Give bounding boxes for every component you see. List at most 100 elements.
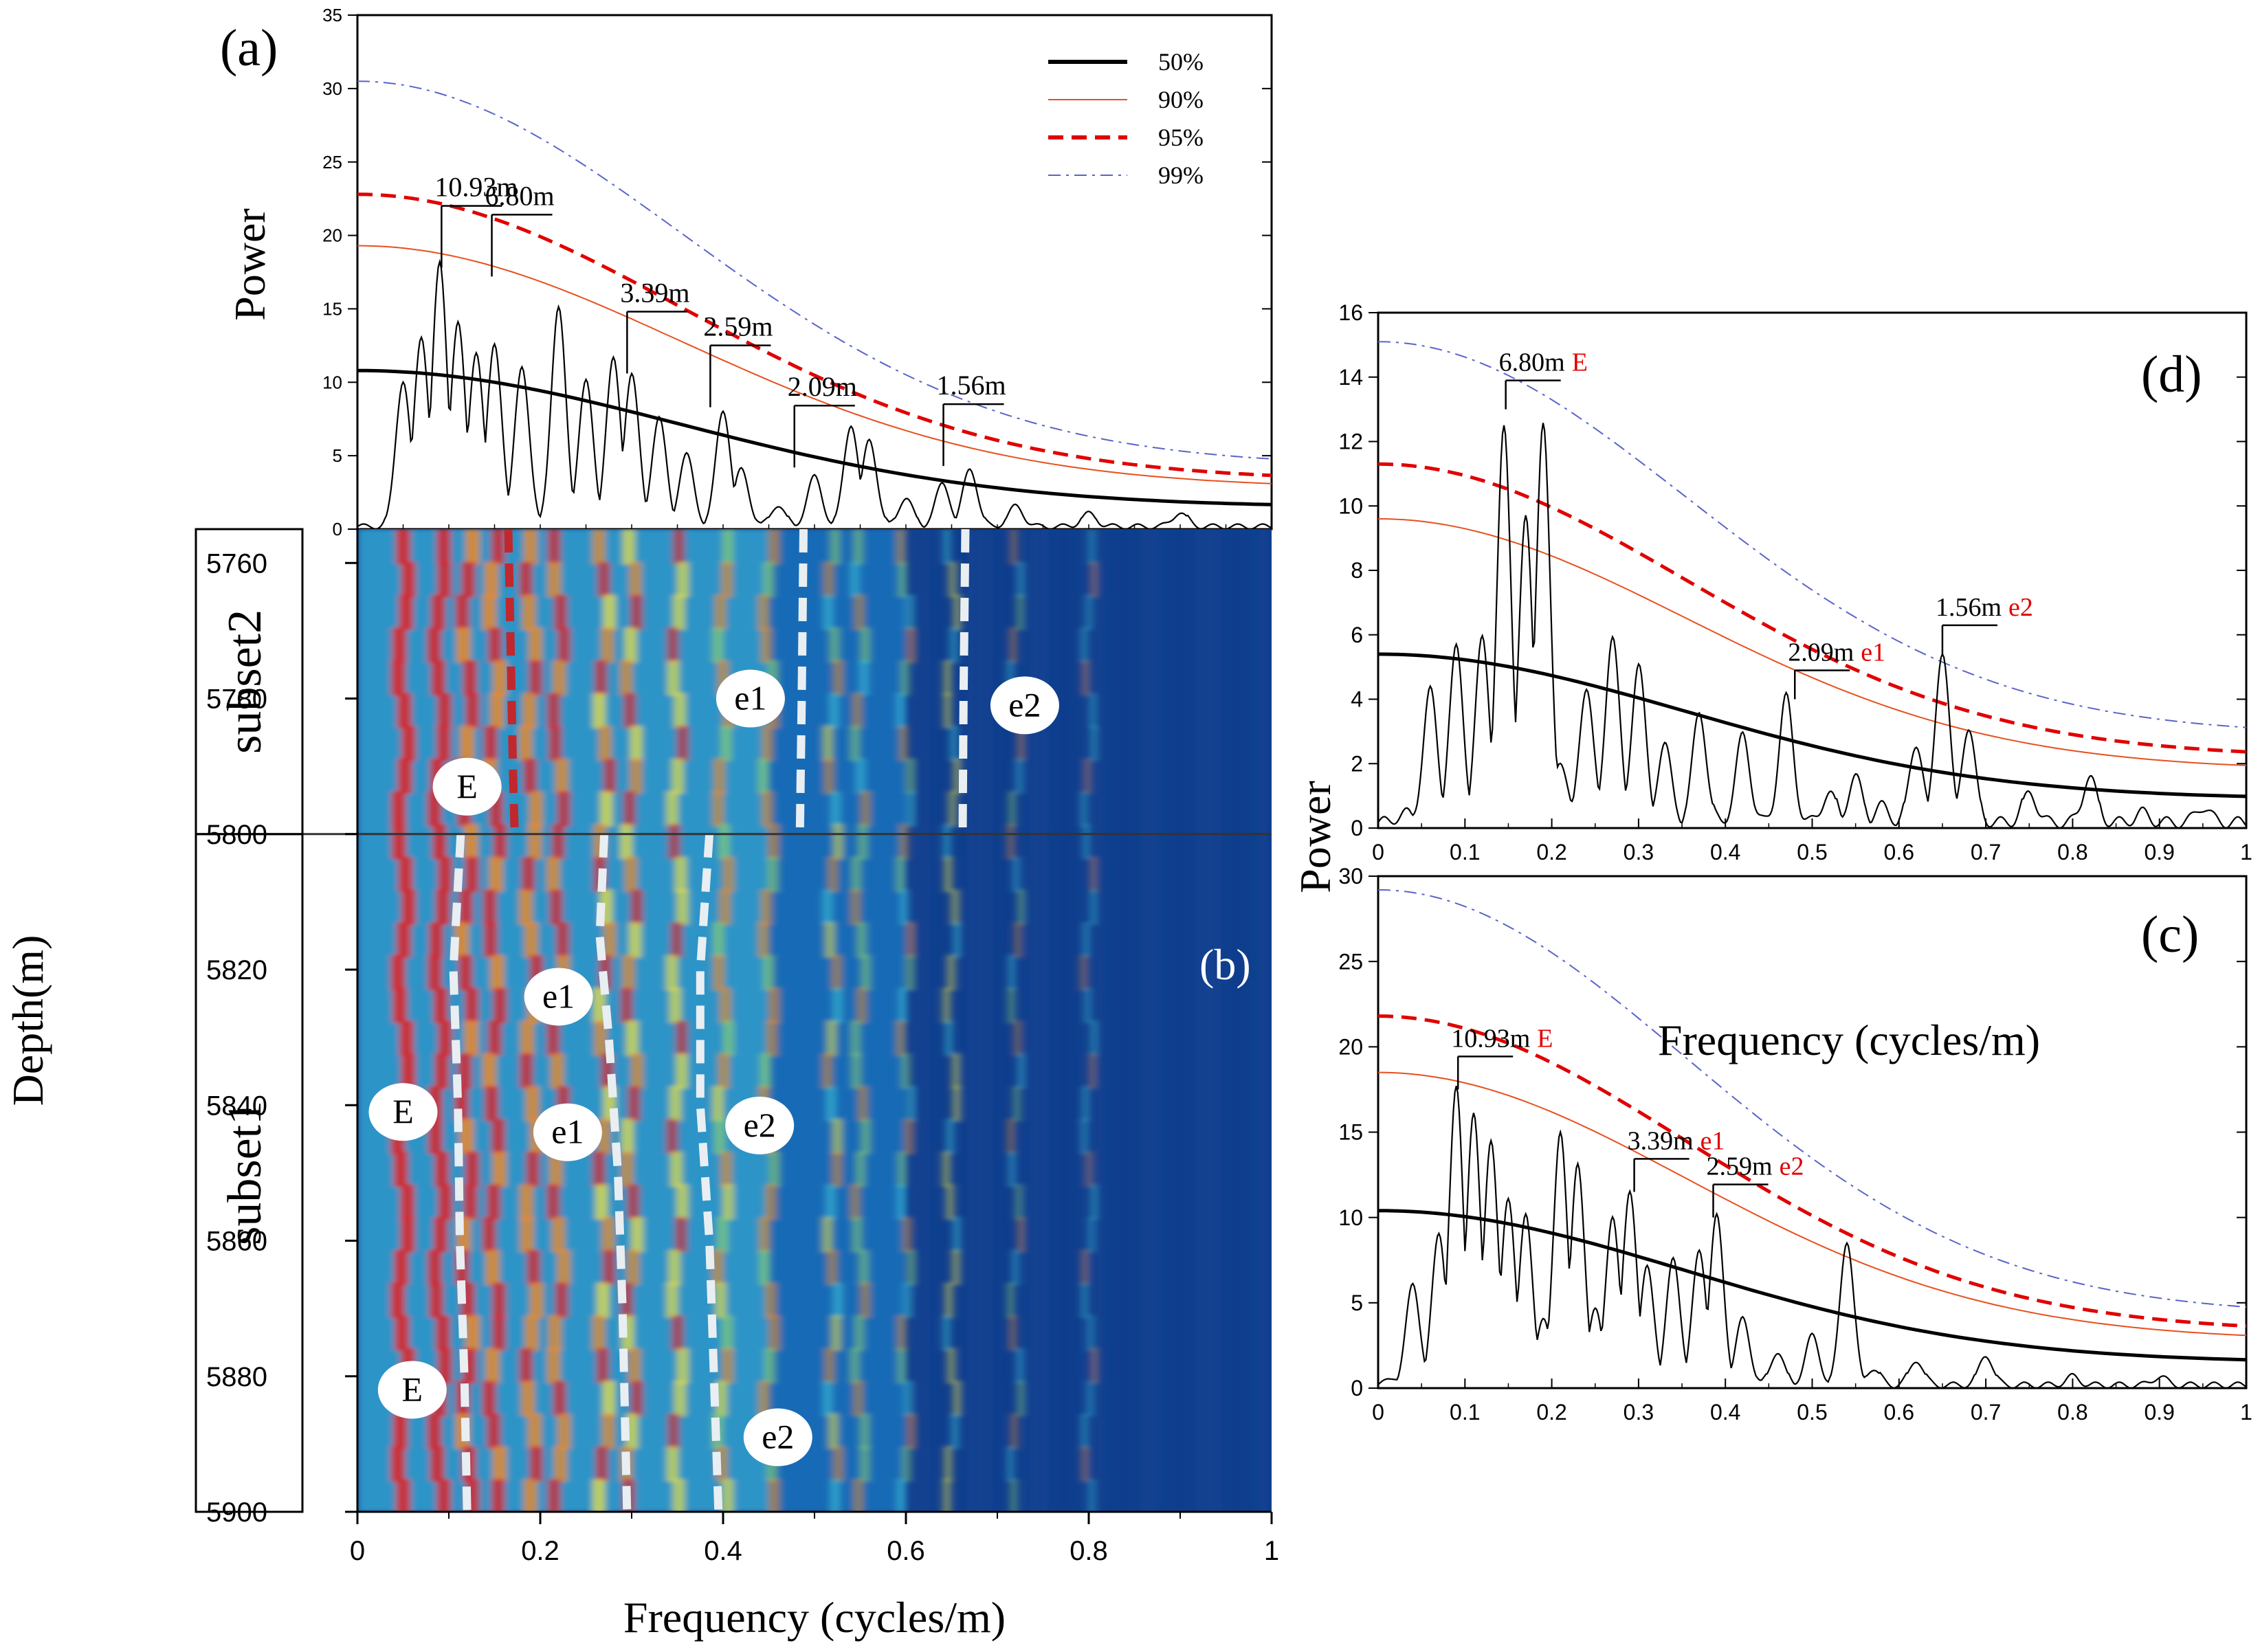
panel-d: 0 2 4 6 8 10 12 14 16 0 0.1 0.2 0.3 0.4 0.5 0.6 0.7 0.8 0.… (1338, 300, 2252, 864)
panel-b-xlabel: Frequency (cycles/m) (623, 1593, 1006, 1642)
heatmap-cell (482, 1381, 496, 1416)
heatmap-cell (1089, 1348, 1098, 1384)
heatmap-cell (757, 594, 769, 630)
annotation-period: 2.09m (788, 371, 857, 402)
heatmap-cell (765, 1184, 777, 1220)
heatmap-cell (465, 693, 480, 728)
x-tick-label: 1 (2240, 840, 2252, 864)
heatmap-cell (722, 1184, 734, 1220)
heatmap-cell (630, 1053, 643, 1089)
ridge-label-text: e1 (542, 976, 575, 1015)
heatmap-cell (832, 987, 843, 1023)
heatmap-cell (907, 1249, 916, 1286)
x-tick-label: 0.9 (2144, 1400, 2174, 1425)
heatmap-cell (1083, 987, 1092, 1023)
heatmap-cell (390, 1446, 406, 1482)
heatmap-cell (719, 889, 731, 925)
heatmap-cell (716, 1217, 729, 1253)
heatmap-cell (465, 856, 479, 893)
heatmap-cell (521, 1381, 535, 1416)
heatmap-cell (546, 1184, 560, 1220)
annotation-period: 10.93m (1451, 1024, 1530, 1053)
heatmap-cell (556, 922, 570, 958)
confidence-c99 (357, 80, 1272, 460)
heatmap-cell (712, 791, 724, 827)
heatmap-cell (1017, 1217, 1026, 1253)
ridge-label-bubble (990, 676, 1059, 735)
heatmap-cell (768, 1315, 780, 1351)
heatmap-cell (832, 1151, 843, 1187)
heatmap-cell (1080, 1282, 1089, 1318)
legend-label: 99% (1158, 161, 1204, 189)
heatmap-cell (906, 627, 916, 663)
panel-c-spectrum (1377, 1086, 2247, 1389)
heatmap-cell (458, 889, 473, 925)
heatmap-cell (493, 987, 507, 1023)
heatmap-cell (1017, 889, 1026, 925)
heatmap-streak (1262, 529, 1265, 1512)
ridge-label-bubble (716, 669, 785, 728)
x-tick-label: 0.5 (1797, 1400, 1827, 1425)
heatmap-cell (435, 1315, 450, 1351)
y-tick-label: 5840 (206, 1091, 267, 1121)
heatmap-cell (547, 561, 561, 598)
heatmap-cell (482, 594, 496, 630)
x-tick-label: 0.2 (1536, 1400, 1566, 1425)
annotation-label: 1.56m (937, 370, 1006, 401)
heatmap-cell (548, 1315, 562, 1351)
spectrum-line (1377, 1086, 2247, 1389)
ridge-label-bubble (743, 1408, 812, 1466)
annotation-period: 2.59m (703, 311, 773, 342)
heatmap-cell (527, 1249, 540, 1286)
heatmap-cell (666, 791, 678, 827)
heatmap-cell (1016, 726, 1026, 761)
heatmap-cell (898, 561, 908, 598)
heatmap-streak (1217, 529, 1219, 1512)
heatmap-cell (547, 529, 561, 565)
heatmap-cell (602, 1381, 616, 1416)
subset-box: subset1 (195, 833, 304, 1513)
annotation-label: 6.80m E (1499, 348, 1588, 377)
y-tick-label: 5760 (206, 548, 267, 579)
y-tick-label: 0 (333, 519, 342, 539)
heatmap-cell (832, 1446, 843, 1482)
heatmap-cell (896, 1348, 907, 1384)
heatmap-cell (438, 1184, 453, 1220)
ridge-track (958, 529, 970, 834)
heatmap-cell (768, 1151, 780, 1187)
heatmap-cell (598, 726, 612, 761)
heatmap-cell (666, 1282, 678, 1318)
heatmap-cell (896, 1020, 906, 1056)
heatmap-cell (394, 1249, 409, 1286)
heatmap-cell (666, 1446, 679, 1482)
heatmap-cell (485, 1086, 499, 1121)
heatmap-cell (427, 1414, 442, 1449)
heatmap-cell (524, 922, 538, 958)
ridge-label: E (368, 1083, 438, 1141)
heatmap-cell (491, 1479, 505, 1512)
heatmap-cell (433, 987, 448, 1023)
peak-annotation: 10.93m E (1451, 1024, 1553, 1090)
heatmap-cell (672, 529, 685, 565)
heatmap-cell (1017, 1053, 1026, 1089)
heatmap-streak (1043, 529, 1045, 1512)
annotation-tag: e1 (1861, 638, 1885, 667)
heatmap-cell (594, 1020, 607, 1056)
heatmap-cell (438, 1020, 453, 1056)
heatmap-cell (951, 1217, 961, 1253)
heatmap-cell (757, 922, 769, 958)
legend-label: 95% (1158, 124, 1204, 151)
heatmap-cell (721, 1315, 733, 1351)
x-tick-label: 0.7 (1971, 840, 2001, 864)
heatmap-cell (946, 955, 956, 991)
heatmap-cell (393, 1151, 408, 1187)
heatmap-cell (715, 1282, 727, 1318)
heatmap-cell (520, 1020, 534, 1056)
heatmap-cell (896, 693, 906, 728)
right-xlabel: Frequency (cycles/m) (1658, 1016, 2040, 1064)
heatmap-cell (553, 1381, 566, 1416)
heatmap-cell (665, 1119, 678, 1154)
heatmap-cell (944, 1020, 954, 1056)
x-tick-label: 0.4 (1710, 1400, 1740, 1425)
